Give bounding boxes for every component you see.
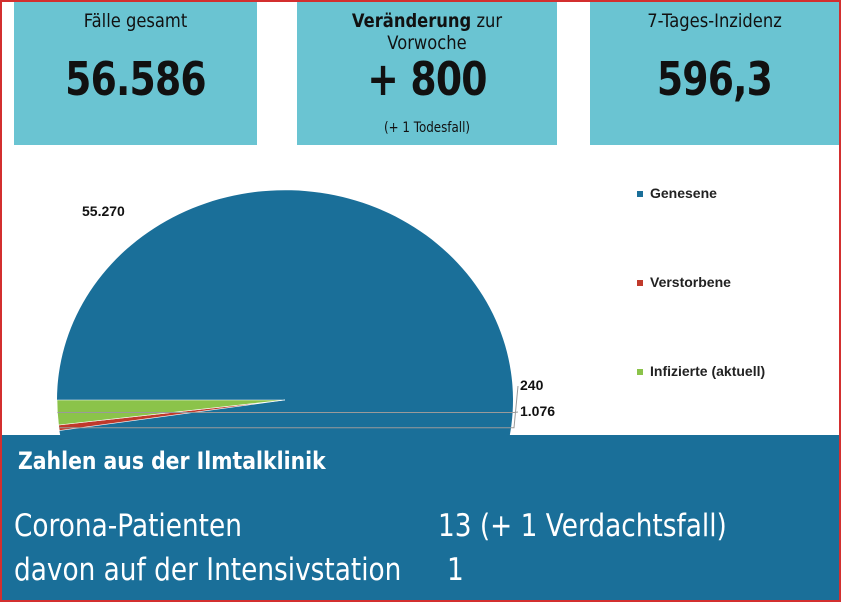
tile-weekly-change-label: Veränderung zur Vorwoche (315, 10, 539, 54)
legend-swatch-infizierte (637, 369, 643, 375)
tile-weekly-change-label-rest: zur Vorwoche (387, 10, 503, 54)
legend-swatch-verstorbene (637, 280, 643, 286)
data-label-genesene: 55.270 (82, 203, 125, 219)
tile-weekly-change-label-bold: Veränderung (351, 10, 472, 32)
legend-swatch-genesene (637, 191, 643, 197)
tile-incidence: 7-Tages-Inzidenz 596,3 (590, 2, 839, 145)
klinik-panel: Zahlen aus der Ilmtalklinik Corona-Patie… (2, 435, 839, 600)
leader-line-infizierte (57, 411, 519, 413)
tile-cases-total: Fälle gesamt 56.586 (14, 2, 257, 145)
legend-label-verstorbene: Verstorbene (650, 274, 731, 290)
tile-incidence-label: 7-Tages-Inzidenz (647, 10, 782, 32)
klinik-heading: Zahlen aus der Ilmtalklinik (18, 447, 326, 475)
leader-line-verstorbene (59, 385, 519, 429)
tile-weekly-change-note: (+ 1 Todesfall) (383, 120, 471, 136)
data-label-infizierte: 1.076 (520, 403, 555, 419)
klinik-row-value-icu: 1 (447, 552, 464, 588)
klinik-row-label-patients: Corona-Patienten (14, 508, 242, 544)
pie-chart: 55.270 240 1.076 Genesene Verstorbene Infizie… (56, 185, 765, 435)
klinik-row-value-patients: 13 (+ 1 Verdachtsfall) (438, 508, 727, 544)
tile-incidence-value: 596,3 (656, 52, 773, 106)
pie-slice-genesene (57, 190, 513, 435)
klinik-row-label-icu: davon auf der Intensivstation (14, 552, 402, 588)
data-label-verstorbene: 240 (520, 377, 544, 393)
tile-cases-total-value: 56.586 (65, 52, 206, 106)
legend-label-genesene: Genesene (650, 185, 717, 201)
tile-cases-total-label: Fälle gesamt (83, 10, 188, 32)
tile-weekly-change: Veränderung zur Vorwoche + 800 (+ 1 Tode… (297, 2, 557, 145)
tile-weekly-change-value: + 800 (367, 52, 487, 106)
legend-label-infizierte: Infizierte (aktuell) (650, 363, 765, 379)
